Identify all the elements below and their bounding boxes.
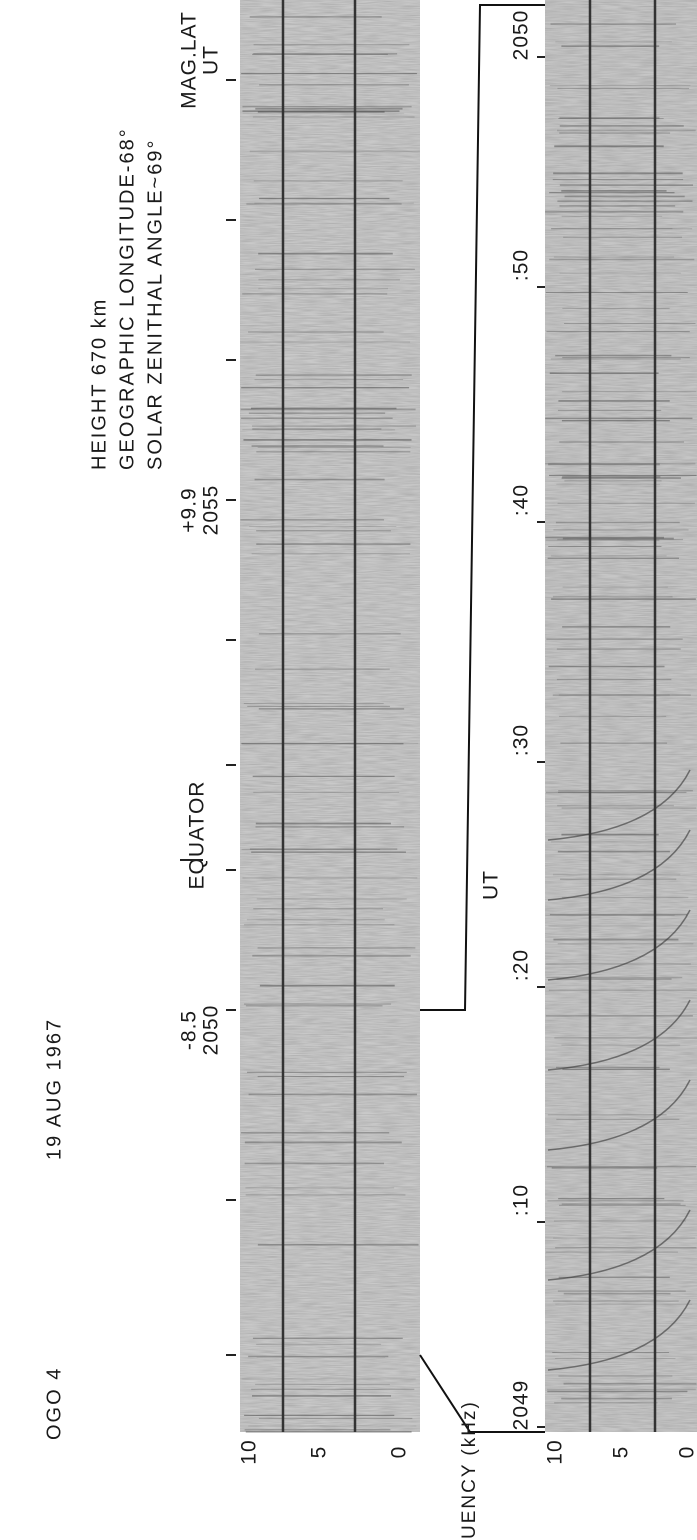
time-label: :30 — [510, 724, 533, 756]
panel-texture — [240, 0, 420, 1432]
axis-key: MAG.LAT — [178, 11, 201, 109]
time: 2050 — [200, 1005, 223, 1056]
frequency-tick-label: 10 — [238, 1439, 261, 1464]
height: HEIGHT 670 km — [88, 298, 110, 470]
top-spectrogram — [240, 0, 420, 1432]
time-label: 2050 — [510, 10, 533, 61]
mag-lat: +9.9 — [178, 487, 201, 532]
time-label: :10 — [510, 1184, 533, 1216]
longitude: GEOGRAPHIC LONGITUDE-68° — [116, 127, 138, 470]
time-label: 2049 — [510, 1380, 533, 1431]
top-ticks — [226, 80, 236, 1355]
ut-axis-title: UT — [480, 870, 503, 900]
date: 19 AUG 1967 — [43, 1018, 65, 1160]
time-labels: 2049 :10 :20 :30 :40 :50 2050 — [510, 10, 545, 1431]
axis-key: UT — [200, 45, 223, 75]
mag-lat: -8.5 — [178, 1010, 201, 1050]
equator-label: EQUATOR — [186, 781, 209, 890]
frequency-tick-label: 5 — [308, 1446, 331, 1459]
bottom-spectrogram — [545, 0, 697, 1432]
frequency-tick-label: 0 — [676, 1446, 697, 1459]
time-label: :20 — [510, 949, 533, 981]
frequency-tick-label: 10 — [544, 1439, 567, 1464]
frequency-axis-title: FREQUENCY (kHz) — [459, 1400, 480, 1540]
time-label: :40 — [510, 484, 533, 516]
frequency-tick-label: 0 — [388, 1446, 411, 1459]
time-label: :50 — [510, 249, 533, 281]
satellite: OGO 4 — [43, 1367, 65, 1440]
rotated-figure: OGO 4 19 AUG 1967 HEIGHT 670 km GEOGRAPH… — [43, 0, 697, 1540]
time: 2055 — [200, 485, 223, 536]
page: OGO 4 19 AUG 1967 HEIGHT 670 km GEOGRAPH… — [0, 0, 697, 1540]
zenith-angle: SOLAR ZENITHAL ANGLE~69° — [144, 139, 166, 470]
frequency-tick-label: 5 — [610, 1446, 633, 1459]
figure: OGO 4 19 AUG 1967 HEIGHT 670 km GEOGRAPH… — [0, 0, 697, 1540]
